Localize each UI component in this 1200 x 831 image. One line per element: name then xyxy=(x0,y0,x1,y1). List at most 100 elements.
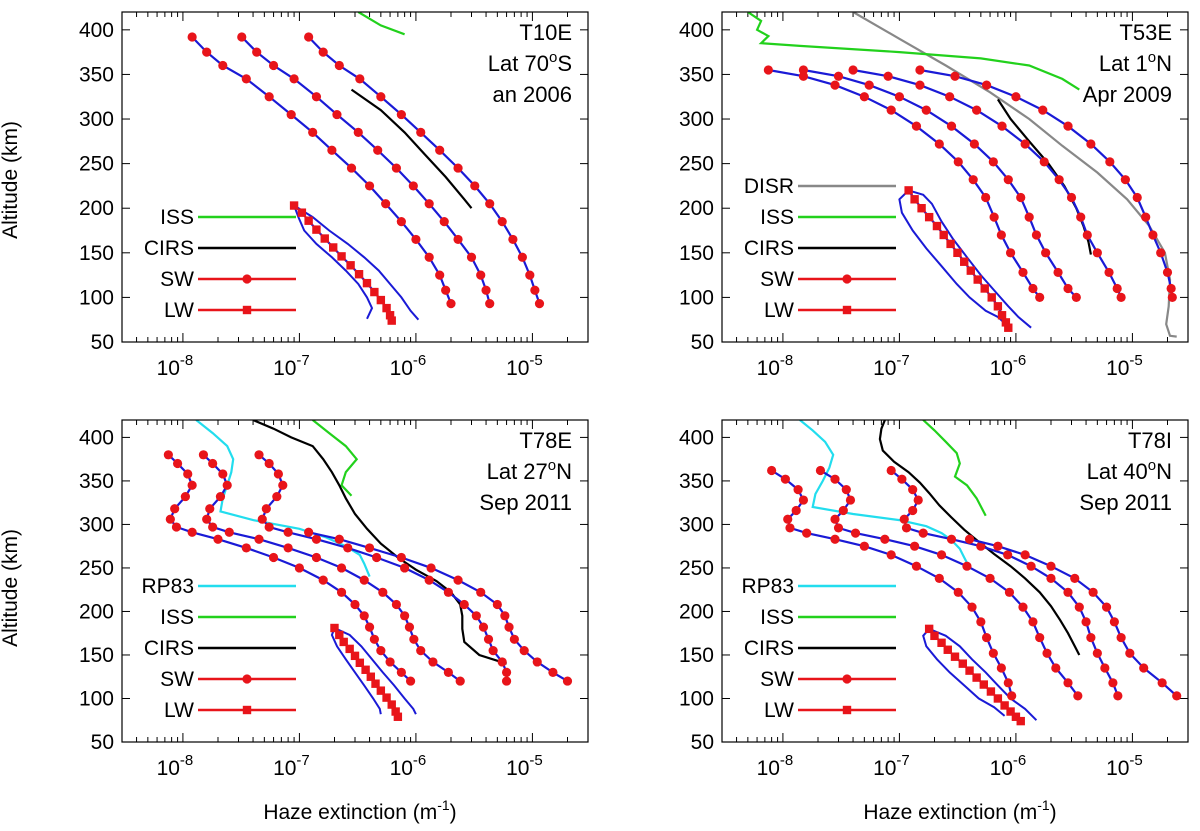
x-tick-label: 10-7 xyxy=(873,752,910,780)
series-sw xyxy=(198,450,465,686)
series-line xyxy=(898,189,1009,327)
lw-square-marker xyxy=(387,316,396,325)
sw-circle-marker xyxy=(886,550,896,560)
annotation-text: T78E xyxy=(519,428,572,453)
sw-circle-marker xyxy=(945,92,955,102)
series-line xyxy=(293,204,420,321)
sw-circle-marker xyxy=(241,74,251,84)
lw-square-marker xyxy=(937,638,946,647)
sw-circle-marker xyxy=(501,667,512,677)
legend-entry-iss: ISS xyxy=(160,206,296,229)
sw-circle-marker xyxy=(1125,648,1135,658)
lw-square-marker xyxy=(354,270,364,279)
legend-label: LW xyxy=(164,299,194,322)
sw-circle-marker xyxy=(1101,602,1112,612)
sw-circle-marker xyxy=(283,527,293,537)
sw-circle-marker xyxy=(208,458,218,469)
sw-circle-marker xyxy=(833,523,844,533)
lw-square-marker xyxy=(1000,701,1009,710)
series-band xyxy=(293,205,374,320)
sw-circle-marker xyxy=(1157,678,1167,688)
sw-circle-marker xyxy=(391,163,402,173)
sw-circle-marker xyxy=(1003,550,1013,560)
lw-square-marker xyxy=(289,201,299,210)
y-axis-title-bottom: Altitude (km) xyxy=(0,529,22,647)
x-tick-label-exponent: -5 xyxy=(1129,752,1142,769)
annotation-superscript: o xyxy=(548,457,556,474)
sw-circle-marker xyxy=(1076,212,1086,222)
sw-circle-marker xyxy=(272,491,282,502)
lw-square-marker xyxy=(924,624,934,634)
sw-circle-marker xyxy=(409,634,419,644)
y-tick-label: 300 xyxy=(679,513,714,536)
annotation-text: Lat 27 xyxy=(487,459,548,484)
sw-circle-marker xyxy=(1100,663,1110,673)
x-tick-label-exponent: -7 xyxy=(896,352,909,369)
series-line xyxy=(922,628,1006,717)
panel-flyby-id: T53E xyxy=(1119,20,1172,45)
x-tick-label-exponent: -5 xyxy=(1129,352,1142,369)
lw-square-marker xyxy=(242,705,252,715)
sw-circle-marker xyxy=(934,573,944,583)
lw-square-marker xyxy=(346,261,355,270)
sw-circle-marker xyxy=(1028,617,1038,627)
sw-circle-marker xyxy=(532,657,542,667)
sw-circle-marker xyxy=(264,458,274,469)
panel-flyby-id: T78I xyxy=(1128,428,1172,453)
series-line xyxy=(293,205,374,320)
sw-circle-marker xyxy=(859,541,869,551)
sw-circle-marker xyxy=(1148,230,1158,240)
x-tick-label-base: 10 xyxy=(157,757,180,780)
sw-circle-marker xyxy=(404,622,415,632)
sw-circle-marker xyxy=(215,491,226,502)
lw-square-marker xyxy=(958,659,967,668)
sw-circle-marker xyxy=(1031,230,1042,240)
lw-square-marker xyxy=(932,221,942,231)
sw-circle-marker xyxy=(334,534,344,544)
sw-circle-marker xyxy=(1070,573,1080,583)
sw-circle-marker xyxy=(1003,175,1013,185)
sw-circle-marker xyxy=(1016,192,1026,203)
x-axis-title-right: Haze extinction (m-1) xyxy=(863,797,1056,824)
lw-square-marker xyxy=(382,303,391,313)
sw-circle-marker xyxy=(1139,663,1149,673)
sw-circle-marker xyxy=(1051,663,1061,673)
sw-circle-marker xyxy=(218,469,228,479)
x-tick-label: 10-8 xyxy=(157,752,194,780)
series-line xyxy=(307,36,541,304)
legend-label: ISS xyxy=(760,606,794,629)
series-sw xyxy=(187,32,456,309)
lw-square-marker xyxy=(366,672,376,681)
sw-circle-marker xyxy=(1166,283,1176,294)
sw-circle-marker xyxy=(264,522,274,532)
sw-circle-marker xyxy=(504,622,514,632)
sw-circle-marker xyxy=(946,121,957,131)
plot-frame xyxy=(721,419,1189,743)
lw-square-marker xyxy=(972,673,981,682)
series-band xyxy=(898,189,1009,327)
annotation-superscript: o xyxy=(1148,457,1156,474)
sw-circle-marker xyxy=(497,657,507,667)
sw-circle-marker xyxy=(476,587,486,597)
sw-circle-marker xyxy=(208,522,218,532)
sw-circle-marker xyxy=(202,47,212,57)
sw-circle-marker xyxy=(424,199,434,209)
sw-circle-marker xyxy=(815,465,826,476)
y-tick-label: 100 xyxy=(79,286,114,309)
legend-entry-lw: LW xyxy=(764,299,896,322)
series-line xyxy=(312,420,359,497)
sw-circle-marker xyxy=(476,270,486,280)
sw-circle-marker xyxy=(334,60,344,71)
sw-circle-marker xyxy=(218,60,228,71)
lw-square-marker xyxy=(376,686,386,695)
sw-circle-marker xyxy=(224,527,234,537)
legend-label: CIRS xyxy=(744,637,794,660)
sw-circle-marker xyxy=(1005,248,1016,258)
annotation-superscript: o xyxy=(549,49,557,66)
sw-circle-marker xyxy=(1104,267,1114,278)
legend-entry-sw: SW xyxy=(760,268,896,291)
lw-square-marker xyxy=(297,208,307,217)
sw-circle-marker xyxy=(911,561,922,571)
x-tick-label-base: 10 xyxy=(273,357,296,380)
sw-circle-marker xyxy=(981,192,991,203)
